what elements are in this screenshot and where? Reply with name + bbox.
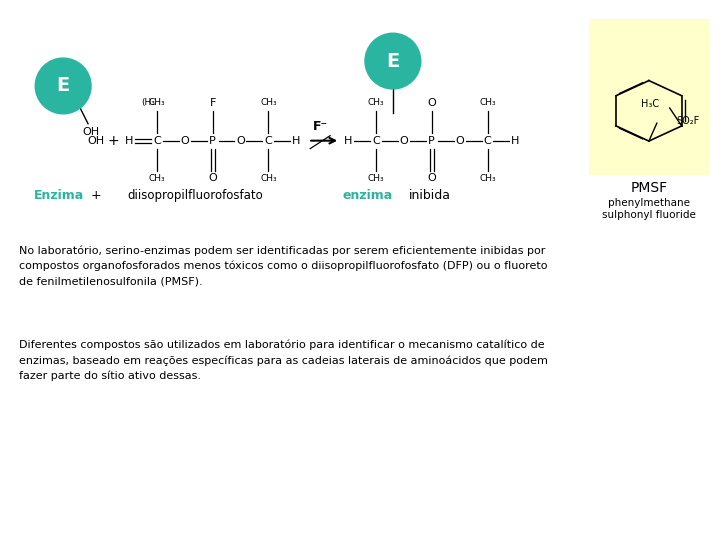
Text: H: H	[511, 136, 520, 146]
Text: inibida: inibida	[409, 189, 451, 202]
Text: E: E	[386, 52, 400, 71]
Text: CH₃: CH₃	[480, 98, 496, 107]
Text: H: H	[125, 136, 133, 146]
Text: O: O	[455, 136, 464, 146]
Text: C: C	[264, 136, 272, 146]
Text: CH₃: CH₃	[368, 98, 384, 107]
Text: sulphonyl fluoride: sulphonyl fluoride	[602, 210, 696, 220]
Text: O: O	[236, 136, 245, 146]
Text: O: O	[428, 98, 436, 108]
FancyBboxPatch shape	[589, 19, 708, 176]
Text: Diferentes compostos são utilizados em laboratório para identificar o mecanismo : Diferentes compostos são utilizados em l…	[19, 340, 548, 381]
Text: Enzima: Enzima	[34, 189, 84, 202]
Text: CH₃: CH₃	[260, 174, 276, 183]
Text: PMSF: PMSF	[630, 181, 667, 195]
Text: C: C	[153, 136, 161, 146]
Text: OH: OH	[87, 136, 104, 146]
Circle shape	[35, 58, 91, 114]
Text: OH: OH	[83, 127, 99, 137]
Text: CH₃: CH₃	[260, 98, 276, 107]
Text: P: P	[428, 136, 435, 146]
Text: H₃C: H₃C	[641, 99, 659, 109]
Text: C: C	[484, 136, 491, 146]
Text: F: F	[210, 98, 216, 108]
Text: H: H	[344, 136, 352, 146]
Text: CH₃: CH₃	[368, 174, 384, 183]
Circle shape	[365, 33, 420, 89]
Text: +: +	[91, 189, 102, 202]
Text: O: O	[400, 136, 408, 146]
Text: (H₃: (H₃	[141, 98, 155, 107]
Text: E: E	[57, 77, 70, 96]
Text: phenylmethane: phenylmethane	[608, 198, 690, 208]
Text: F⁻: F⁻	[312, 120, 328, 133]
Text: CH₃: CH₃	[148, 98, 165, 107]
Text: CH₃: CH₃	[480, 174, 496, 183]
Text: C: C	[372, 136, 380, 146]
Text: diisopropilfluorofosfato: diisopropilfluorofosfato	[127, 189, 264, 202]
Text: No laboratório, serino-enzimas podem ser identificadas por serem eficientemente : No laboratório, serino-enzimas podem ser…	[19, 245, 548, 286]
Text: H: H	[292, 136, 300, 146]
Text: enzima: enzima	[343, 189, 393, 202]
Text: +: +	[107, 134, 119, 147]
Text: O: O	[428, 173, 436, 184]
Text: P: P	[210, 136, 216, 146]
Text: O: O	[180, 136, 189, 146]
Text: CH₃: CH₃	[148, 174, 165, 183]
Text: SO₂F: SO₂F	[677, 116, 700, 126]
Text: O: O	[208, 173, 217, 184]
